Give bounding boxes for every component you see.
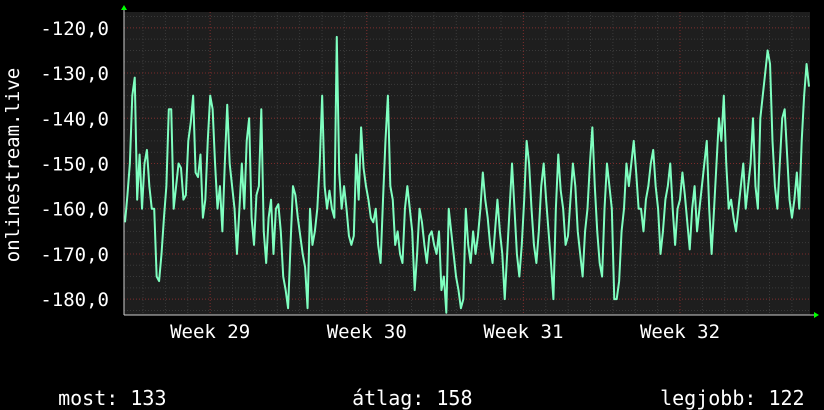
average-label: átlag:	[352, 386, 425, 410]
x-tick-label: Week 31	[483, 321, 563, 343]
x-tick-label: Week 29	[170, 321, 250, 343]
average-stat: átlag: 158	[328, 362, 473, 410]
x-tick-label: Week 30	[327, 321, 407, 343]
y-axis-label: onlinestream.live	[2, 68, 24, 262]
y-tick-label: -140,0	[40, 108, 109, 130]
grid	[124, 12, 810, 315]
current-stat: most: 133	[34, 362, 166, 410]
y-tick-label: -130,0	[40, 63, 109, 85]
current-label: most:	[58, 386, 119, 410]
y-axis-arrow-icon	[121, 5, 127, 10]
best-stat: legjobb: 122	[636, 362, 805, 410]
series-line	[124, 35, 810, 314]
x-axis-arrow-icon	[814, 312, 819, 318]
best-label: legjobb:	[660, 386, 757, 410]
y-tick-label: -180,0	[40, 289, 109, 311]
axes	[121, 5, 819, 318]
y-tick-label: -170,0	[40, 244, 109, 266]
x-tick-labels: Week 29 Week 30 Week 31 Week 32	[170, 321, 720, 343]
average-value: 158	[436, 386, 473, 410]
y-tick-label: -150,0	[40, 154, 109, 176]
current-value: 133	[130, 386, 167, 410]
y-tick-labels: -120,0 -130,0 -140,0 -150,0 -160,0 -170,0 -180…	[40, 18, 109, 311]
y-tick-label: -120,0	[40, 18, 109, 40]
best-value: 122	[768, 386, 805, 410]
x-tick-label: Week 32	[640, 321, 720, 343]
y-tick-label: -160,0	[40, 199, 109, 221]
